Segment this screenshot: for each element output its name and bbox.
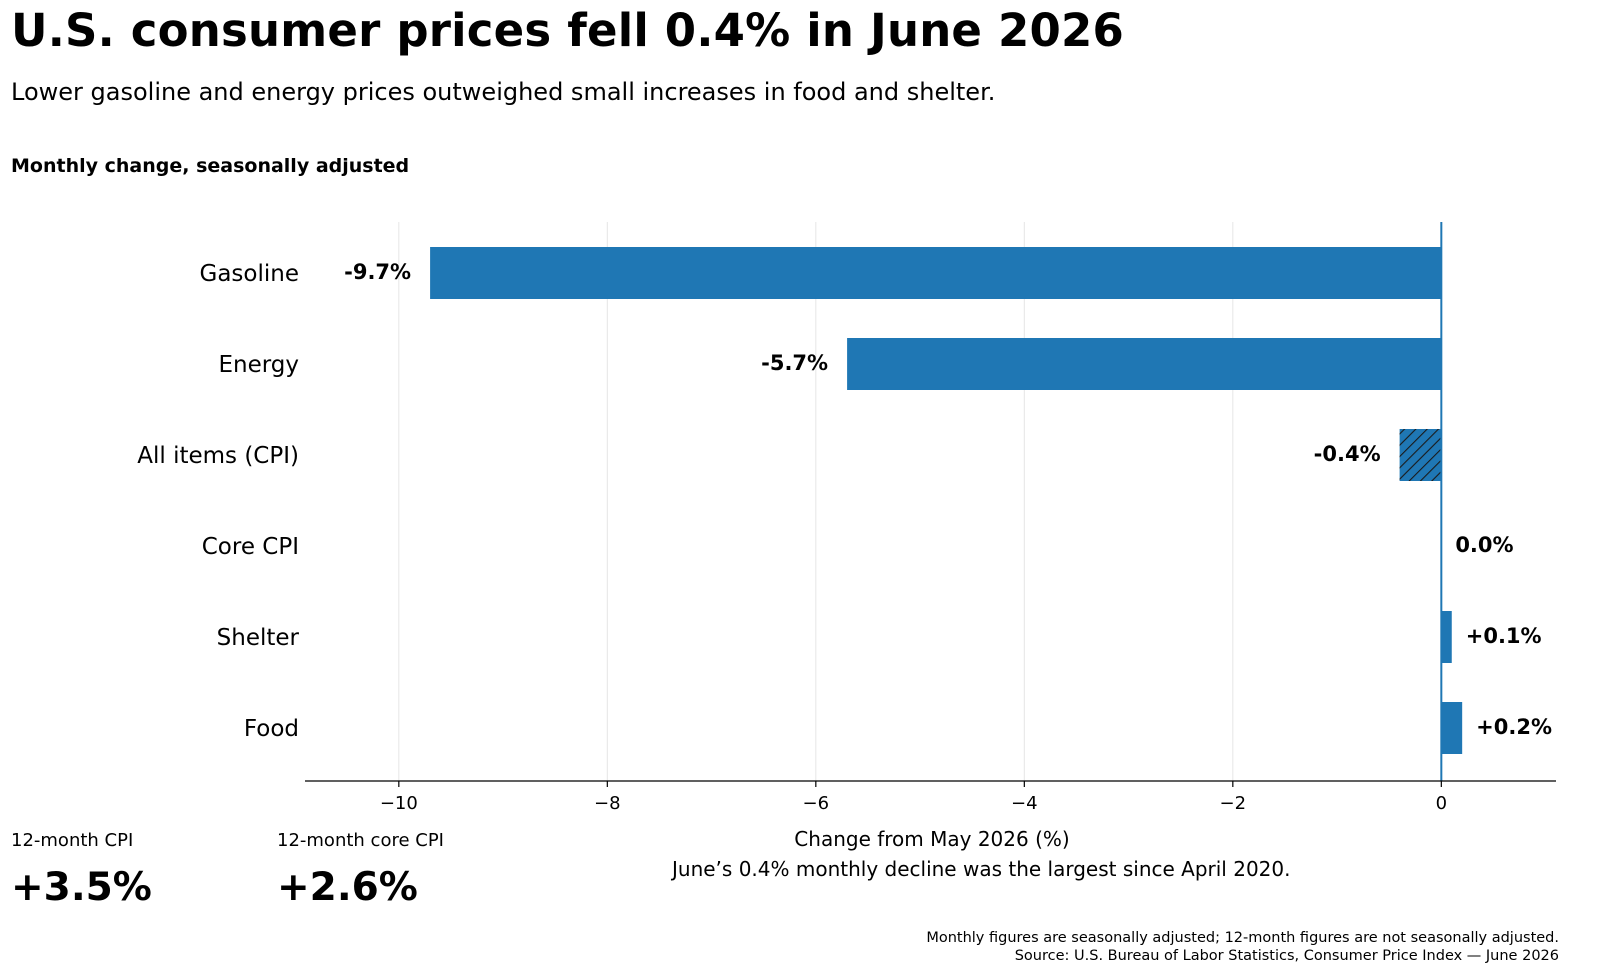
grid-lines: [398, 222, 1234, 781]
kpi-12-month-core-cpi: 12-month core CPI +2.6%: [277, 830, 444, 910]
chart-annotation: June’s 0.4% monthly decline was the larg…: [672, 857, 1291, 881]
kpi-value: +3.5%: [11, 865, 152, 910]
x-tick-label: −2: [1220, 793, 1247, 814]
category-label: Energy: [218, 352, 299, 378]
data-label: -5.7%: [761, 351, 828, 375]
bar: [430, 247, 1442, 299]
x-tick-label: −8: [594, 793, 621, 814]
kpi-label: 12-month CPI: [11, 830, 134, 851]
kpi-12-month-cpi: 12-month CPI +3.5%: [11, 830, 152, 910]
x-tick-label: −4: [1011, 793, 1038, 814]
category-label: Food: [244, 716, 299, 742]
chart-label: Monthly change, seasonally adjusted: [11, 155, 410, 177]
axes: [305, 222, 1556, 787]
category-label: Core CPI: [202, 534, 299, 560]
footnote-seasonal-adjustment: Monthly figures are seasonally adjusted;…: [926, 930, 1559, 946]
category-label: Shelter: [217, 625, 300, 651]
bar: [1441, 611, 1452, 663]
page-title: U.S. consumer prices fell 0.4% in June 2…: [11, 4, 1125, 57]
bar: [1441, 702, 1463, 754]
kpi-value: +2.6%: [277, 865, 418, 910]
category-label: Gasoline: [200, 261, 299, 287]
kpi-label: 12-month core CPI: [277, 830, 444, 851]
bar-chart: Gasoline -9.7% Energy -5.7% All items (CPI) -…: [137, 222, 1556, 851]
x-tick-label: −6: [803, 793, 830, 814]
data-label: +0.2%: [1476, 715, 1552, 739]
bars: [430, 247, 1463, 754]
category-label: All items (CPI): [137, 443, 299, 469]
x-tick-label: 0: [1436, 793, 1447, 814]
data-label: -0.4%: [1314, 442, 1381, 466]
footnotes: Monthly figures are seasonally adjusted;…: [926, 929, 1559, 965]
page-subtitle: Lower gasoline and energy prices outweig…: [11, 78, 996, 106]
footnote-source: Source: U.S. Bureau of Labor Statistics,…: [1014, 948, 1559, 964]
bar-hatch: [1399, 429, 1442, 481]
data-label: -9.7%: [344, 260, 411, 284]
x-tick-label: −10: [380, 793, 418, 814]
x-axis-label: Change from May 2026 (%): [794, 827, 1069, 851]
bar: [847, 338, 1442, 390]
labels: Gasoline -9.7% Energy -5.7% All items (CPI) -…: [137, 260, 1552, 814]
data-label: +0.1%: [1466, 624, 1542, 648]
data-label: 0.0%: [1455, 533, 1513, 557]
